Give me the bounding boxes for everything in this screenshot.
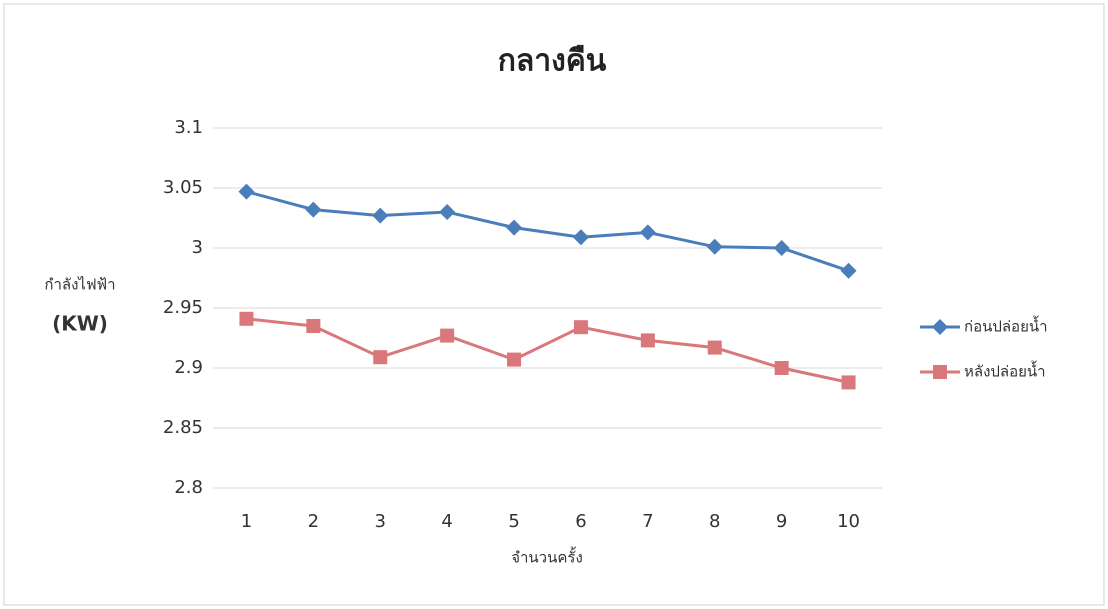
x-tick-label: 8 bbox=[709, 511, 720, 532]
data-point bbox=[707, 340, 722, 355]
y-axis-unit: (KW) bbox=[52, 312, 108, 336]
y-tick-label: 2.95 bbox=[163, 297, 203, 318]
data-point bbox=[639, 224, 656, 241]
legend-marker bbox=[933, 365, 947, 379]
data-point bbox=[239, 311, 254, 326]
y-tick-label: 2.8 bbox=[174, 477, 203, 498]
data-point bbox=[372, 207, 389, 224]
y-tick-label: 3 bbox=[192, 237, 203, 258]
data-point bbox=[774, 361, 789, 375]
x-tick-label: 1 bbox=[241, 511, 252, 532]
data-point bbox=[841, 375, 856, 390]
x-tick-label: 10 bbox=[837, 511, 860, 532]
x-tick-label: 5 bbox=[508, 511, 519, 532]
series-line bbox=[246, 317, 849, 384]
chart-title: กลางคืน bbox=[498, 44, 607, 79]
data-point bbox=[573, 320, 588, 335]
legend-marker bbox=[932, 319, 948, 335]
y-tick-label: 2.9 bbox=[174, 357, 203, 378]
x-tick-label: 2 bbox=[308, 511, 319, 532]
x-tick-label: 9 bbox=[776, 511, 787, 532]
x-tick-label: 7 bbox=[642, 511, 653, 532]
x-tick-label: 4 bbox=[441, 511, 452, 532]
x-axis-label: จำนวนครั้ง bbox=[511, 547, 583, 567]
chart-frame bbox=[3, 3, 1105, 606]
legend-label: ก่อนปล่อยน้ำ bbox=[964, 316, 1048, 336]
data-point bbox=[706, 238, 723, 255]
data-point bbox=[506, 219, 523, 236]
y-tick-label: 2.85 bbox=[163, 417, 203, 438]
data-point bbox=[507, 352, 522, 367]
series-line bbox=[246, 190, 850, 273]
data-point bbox=[640, 333, 655, 348]
data-point bbox=[840, 262, 857, 279]
data-point bbox=[306, 319, 321, 333]
data-point bbox=[305, 201, 322, 218]
y-axis-label: กำลังไฟฟ้า bbox=[44, 276, 115, 294]
data-point bbox=[572, 229, 589, 246]
data-point bbox=[440, 328, 455, 343]
x-tick-label: 3 bbox=[375, 511, 386, 532]
legend-label: หลังปล่อยน้ำ bbox=[964, 361, 1046, 381]
data-point bbox=[439, 204, 456, 220]
data-point bbox=[373, 350, 388, 365]
data-point bbox=[773, 240, 790, 256]
y-tick-label: 3.1 bbox=[174, 117, 203, 138]
y-tick-label: 3.05 bbox=[163, 177, 203, 198]
x-tick-label: 6 bbox=[575, 511, 586, 532]
data-point bbox=[238, 183, 255, 200]
